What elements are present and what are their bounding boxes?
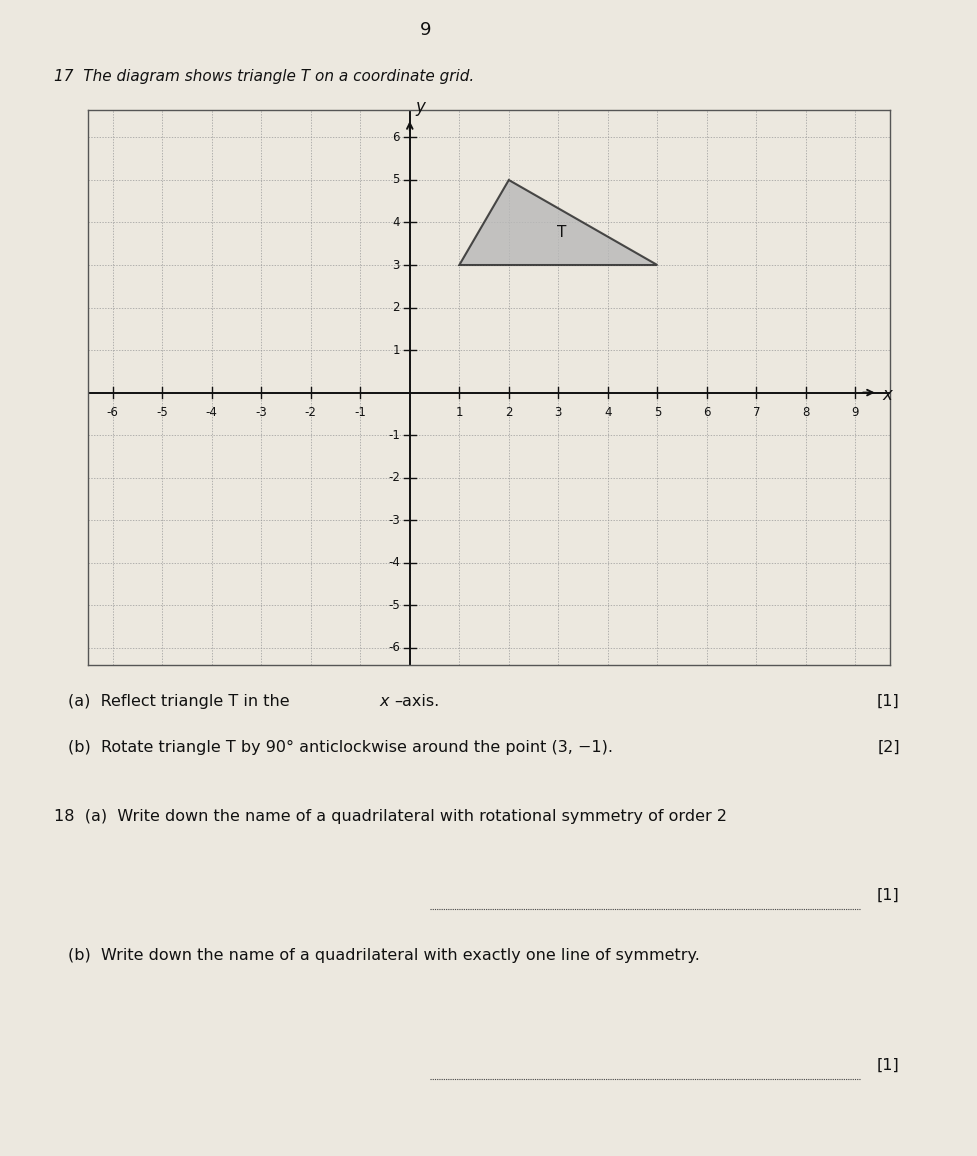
Text: (b)  Write down the name of a quadrilateral with exactly one line of symmetry.: (b) Write down the name of a quadrilater… <box>68 948 700 963</box>
Text: 1: 1 <box>392 343 400 356</box>
Text: -1: -1 <box>388 429 400 442</box>
Text: 4: 4 <box>604 406 611 420</box>
Text: 2: 2 <box>504 406 512 420</box>
Text: 18  (a)  Write down the name of a quadrilateral with rotational symmetry of orde: 18 (a) Write down the name of a quadrila… <box>54 809 726 824</box>
Text: 6: 6 <box>392 131 400 144</box>
Text: 9: 9 <box>851 406 858 420</box>
Text: [1]: [1] <box>876 888 899 903</box>
Text: -5: -5 <box>388 599 400 612</box>
Text: -3: -3 <box>255 406 267 420</box>
Text: 5: 5 <box>653 406 660 420</box>
Text: -2: -2 <box>305 406 317 420</box>
Text: 2: 2 <box>392 301 400 314</box>
Text: 5: 5 <box>392 173 400 186</box>
Text: [1]: [1] <box>876 694 899 709</box>
Text: 3: 3 <box>554 406 562 420</box>
Text: x: x <box>379 694 389 709</box>
Text: 17  The diagram shows triangle T on a coordinate grid.: 17 The diagram shows triangle T on a coo… <box>54 69 474 84</box>
Text: -2: -2 <box>388 472 400 484</box>
Text: –axis.: –axis. <box>394 694 439 709</box>
Text: -3: -3 <box>388 513 400 527</box>
Text: -6: -6 <box>388 642 400 654</box>
Text: 4: 4 <box>392 216 400 229</box>
Text: -4: -4 <box>205 406 218 420</box>
Polygon shape <box>459 180 657 265</box>
Text: [1]: [1] <box>876 1058 899 1073</box>
Text: 1: 1 <box>455 406 462 420</box>
Text: 7: 7 <box>751 406 759 420</box>
Text: -4: -4 <box>388 556 400 569</box>
Text: 3: 3 <box>392 259 400 272</box>
Text: -6: -6 <box>106 406 118 420</box>
Text: (a)  Reflect triangle T in the: (a) Reflect triangle T in the <box>68 694 295 709</box>
Text: 6: 6 <box>702 406 710 420</box>
Text: [2]: [2] <box>876 740 899 755</box>
Text: -1: -1 <box>354 406 365 420</box>
Text: x: x <box>881 386 892 403</box>
Text: T: T <box>556 225 566 240</box>
Text: 8: 8 <box>801 406 809 420</box>
Text: 9: 9 <box>419 21 431 39</box>
Text: y: y <box>415 98 425 117</box>
Text: (b)  Rotate triangle T by 90° anticlockwise around the point (3, −1).: (b) Rotate triangle T by 90° anticlockwi… <box>68 740 613 755</box>
Text: -5: -5 <box>156 406 168 420</box>
